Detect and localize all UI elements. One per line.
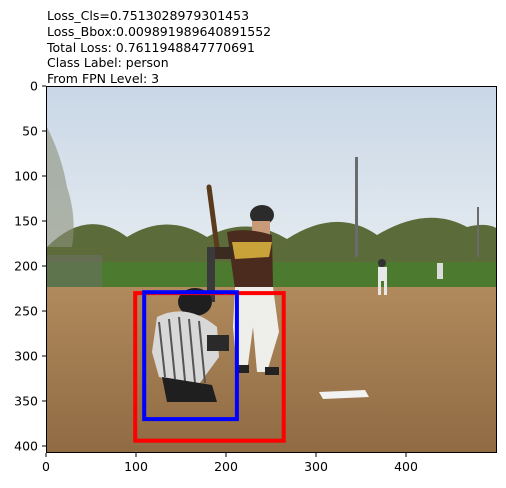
x-tick-label: 100 bbox=[124, 459, 148, 474]
y-axis: 0 50 100 150 200 250 300 350 400 bbox=[14, 79, 46, 454]
y-tick-label: 250 bbox=[14, 304, 38, 319]
y-tick-label: 50 bbox=[22, 124, 38, 139]
baseball-photo bbox=[47, 87, 496, 452]
x-tick-label: 400 bbox=[394, 459, 418, 474]
bare-tree bbox=[47, 127, 74, 247]
light-pole-2 bbox=[477, 207, 479, 257]
y-tick-label: 200 bbox=[14, 259, 38, 274]
home-plate bbox=[319, 390, 369, 399]
x-tick-label: 0 bbox=[42, 459, 50, 474]
loss-bbox-text: Loss_Bbox:0.009891989640891552 bbox=[47, 23, 272, 39]
detection-box-layer bbox=[133, 290, 286, 443]
fpn-level-text: From FPN Level: 3 bbox=[47, 71, 160, 87]
blue-box bbox=[142, 290, 239, 422]
y-tick-label: 0 bbox=[30, 79, 38, 94]
loss-annotation: Loss_Cls=0.7513028979301453 Loss_Bbox:0.0… bbox=[47, 8, 271, 87]
loss-cls-text: Loss_Cls=0.7513028979301453 bbox=[47, 8, 250, 23]
y-tick-label: 300 bbox=[14, 349, 38, 364]
class-label-text: Class Label: person bbox=[47, 55, 169, 71]
x-tick-label: 300 bbox=[304, 459, 328, 474]
light-pole bbox=[355, 157, 358, 257]
catcher bbox=[152, 288, 229, 402]
total-loss-text: Total Loss: 0.7611948847770691 bbox=[47, 39, 255, 55]
fielder-2 bbox=[437, 263, 443, 279]
batter bbox=[206, 184, 279, 375]
y-tick-label: 150 bbox=[14, 214, 38, 229]
y-tick-label: 350 bbox=[14, 394, 38, 409]
y-tick-label: 400 bbox=[14, 439, 38, 454]
y-tick-label: 100 bbox=[14, 169, 38, 184]
x-axis: 0 100 200 300 400 bbox=[42, 453, 418, 474]
fielder bbox=[378, 259, 387, 295]
x-tick-label: 200 bbox=[214, 459, 238, 474]
umpire bbox=[207, 247, 215, 302]
image-plot bbox=[46, 86, 497, 453]
